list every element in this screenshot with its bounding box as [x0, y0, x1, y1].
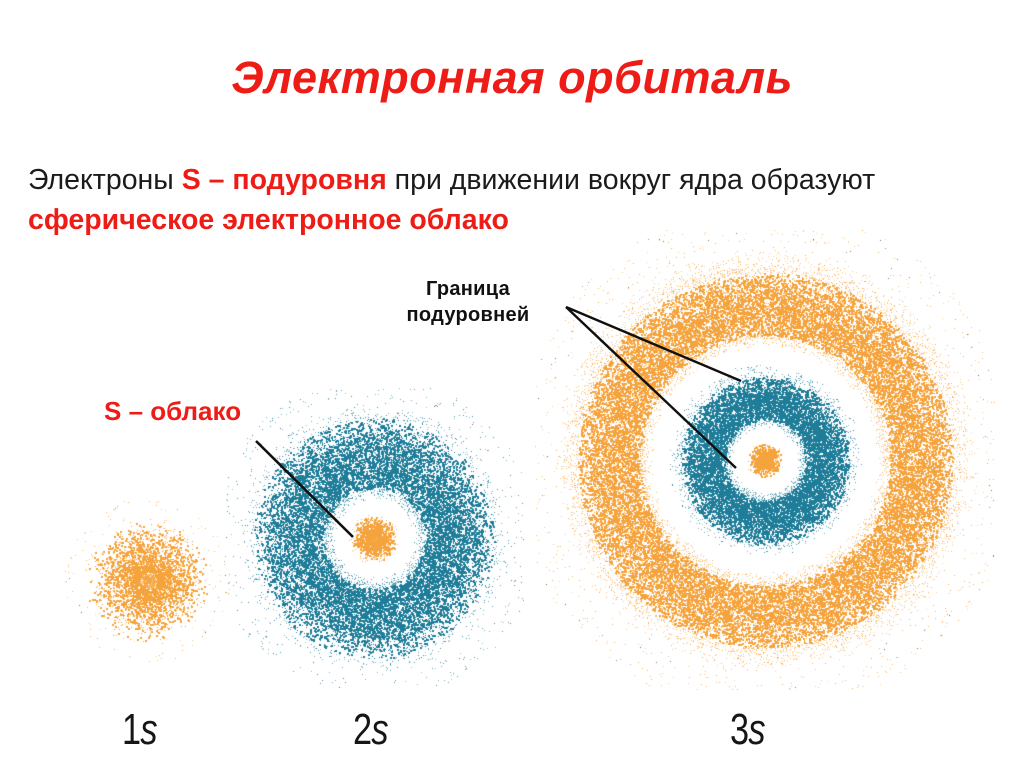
body-segment-1: Электроны	[28, 164, 182, 196]
page-title: Электронная орбиталь	[231, 52, 793, 103]
body-highlight-sublevel: S – подуровня	[181, 164, 387, 196]
boundary-callout-line-1: Граница	[425, 278, 511, 300]
orbital-name-2s: 2s	[353, 705, 388, 755]
orbital-name-1s-number: 1	[122, 705, 141, 754]
cloud-callout-label: S – облако	[104, 396, 242, 426]
body-paragraph: Электроны S – подуровня при движении вок…	[28, 160, 968, 240]
leader-line-boundary-inner	[565, 306, 737, 469]
leader-line-cloud	[255, 440, 354, 538]
boundary-callout-line-2: подуровней	[406, 304, 530, 326]
orbital-name-1s-letter: s	[140, 705, 157, 754]
body-highlight-cloud: сферическое электронное облако	[28, 204, 509, 236]
orbital-cloud-1s	[48, 480, 248, 680]
orbital-name-1s: 1s	[122, 705, 157, 755]
orbital-name-3s-number: 3	[730, 705, 749, 754]
body-segment-3: при движении вокруг ядра образуют	[386, 164, 876, 196]
orbital-name-3s-letter: s	[748, 705, 765, 754]
orbital-cloud-3s	[535, 230, 995, 690]
leader-line-boundary-outer	[565, 305, 742, 383]
orbital-name-3s: 3s	[730, 705, 765, 755]
orbital-name-2s-letter: s	[371, 705, 388, 754]
orbital-name-2s-number: 2	[353, 705, 372, 754]
boundary-callout-label: Граница подуровней	[368, 276, 568, 328]
orbital-cloud-2s	[224, 388, 524, 688]
